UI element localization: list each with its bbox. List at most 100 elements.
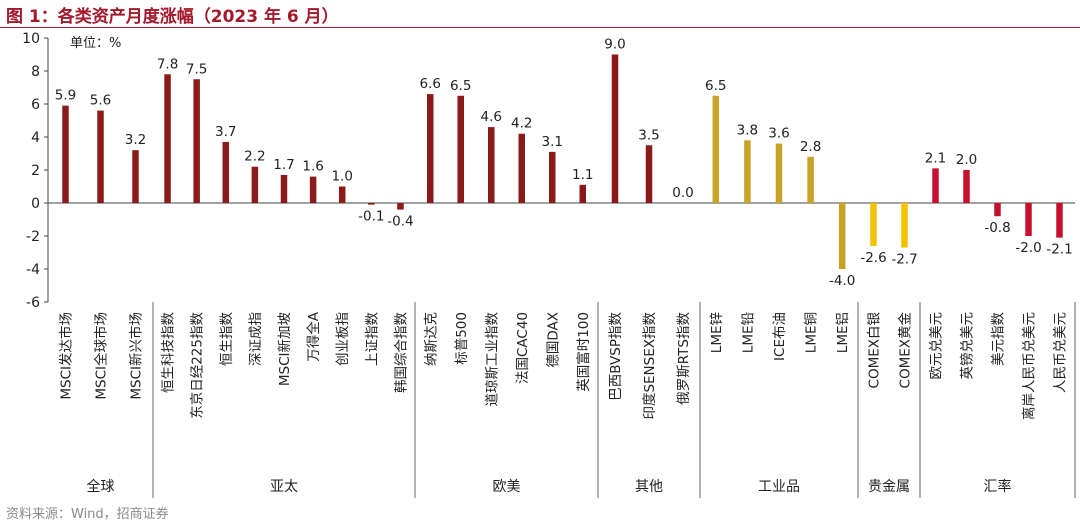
category-label: 上证指数 [364,312,380,366]
category-label: 东京日经225指数 [190,312,206,419]
category-label: COMEX黄金 [898,312,914,389]
data-label: 3.2 [125,132,146,148]
category-label: MSCI发达市场 [58,312,75,400]
y-tick-label: 2 [31,163,40,179]
group-label: 其他 [635,479,663,495]
category-label: COMEX白银 [867,312,883,389]
y-tick-label: 4 [31,130,40,146]
category-label: MSCI新兴市场 [128,312,145,400]
bar [870,203,877,246]
category-label: 纳斯达克 [423,312,439,366]
data-label: -0.1 [358,209,384,225]
bar [932,168,939,203]
bar [368,203,375,205]
data-label: -4.0 [829,273,855,289]
category-label: 道琼斯工业指数 [484,312,500,407]
data-label: 2.2 [244,149,265,165]
bar [744,140,751,203]
bar [164,74,171,203]
category-label: 恒生指数 [219,312,235,366]
y-tick-label: 10 [22,31,40,47]
category-label: 美元指数 [991,312,1007,366]
data-label: 5.6 [90,93,111,109]
data-label: 2.1 [925,150,946,166]
category-label: 印度SENSEX指数 [642,312,658,420]
category-label: 万得全A [305,311,322,361]
data-label: -2.6 [860,250,886,266]
y-tick-label: 6 [31,97,40,113]
data-label: -2.0 [1015,240,1041,256]
bar [309,176,317,203]
data-label: 9.0 [604,37,625,53]
bar [280,174,288,203]
unit-label: 单位：% [70,36,121,51]
category-label: 法国CAC40 [515,312,531,384]
data-label: 2.8 [800,139,821,155]
group-label: 亚太 [270,479,298,495]
figure-title: 图 1：各类资产月度涨幅（2023 年 6 月） [6,7,339,27]
bar [994,203,1001,217]
data-label: 5.9 [55,88,76,104]
data-label: 7.8 [157,56,178,72]
bar [132,150,139,203]
data-label: 6.6 [420,76,441,92]
category-label: 韩国综合指数 [393,312,409,393]
y-tick-label: -4 [26,262,40,278]
category-label: 德国DAX [545,312,561,368]
data-label: -0.4 [387,214,413,230]
category-label: 英国富时100 [575,312,592,392]
bar [1056,203,1063,238]
data-label: -0.8 [984,220,1010,236]
category-label: 人民币兑美元 [1053,312,1069,393]
bar [807,156,814,203]
bar [901,203,908,248]
data-label: 1.1 [572,167,593,183]
category-label: 深证成指 [248,312,264,366]
bar [427,94,434,203]
category-label: LME锌 [709,312,725,353]
y-tick-label: -6 [26,295,40,311]
title-rule [0,27,1080,28]
bar [611,54,619,203]
bar [963,170,970,203]
bar [518,133,525,203]
bar [549,151,556,203]
group-label: 汇率 [984,478,1012,495]
bar [1025,203,1032,236]
bar [457,95,464,203]
data-label: 3.6 [768,126,789,142]
bar [251,166,259,203]
bar [645,145,653,203]
data-label: 1.7 [273,157,294,173]
category-label: 俄罗斯RTS指数 [676,312,692,405]
data-label: 3.8 [737,122,758,138]
data-label: 3.7 [215,124,236,140]
data-label: 4.6 [481,109,502,125]
data-label: 6.5 [450,78,471,94]
category-label: 标普500 [454,312,470,365]
category-label: MSCI全球市场 [93,312,110,400]
data-label: 1.0 [331,169,352,185]
bar [775,143,783,203]
category-label: 恒生科技指数 [161,312,177,393]
bar [62,105,69,203]
bar [579,184,586,203]
bar [397,203,404,210]
category-label: 离岸人民币兑美元 [1021,312,1038,420]
data-label: -2.1 [1046,242,1072,258]
bar [838,203,846,269]
category-label: LME铅 [740,312,756,353]
bar [222,141,230,203]
y-tick-label: 0 [31,196,40,212]
data-label: 3.1 [542,134,563,150]
data-label: 6.5 [705,78,726,94]
group-label: 工业品 [758,479,800,495]
bar [338,186,346,203]
source-note: 资料来源：Wind，招商证券 [6,507,169,522]
data-label: 7.5 [186,61,207,77]
data-label: 0.0 [672,185,693,201]
group-label: 欧美 [493,479,521,495]
category-label: ICE布油 [772,312,788,361]
bar [488,127,495,203]
group-label: 贵金属 [868,479,910,495]
